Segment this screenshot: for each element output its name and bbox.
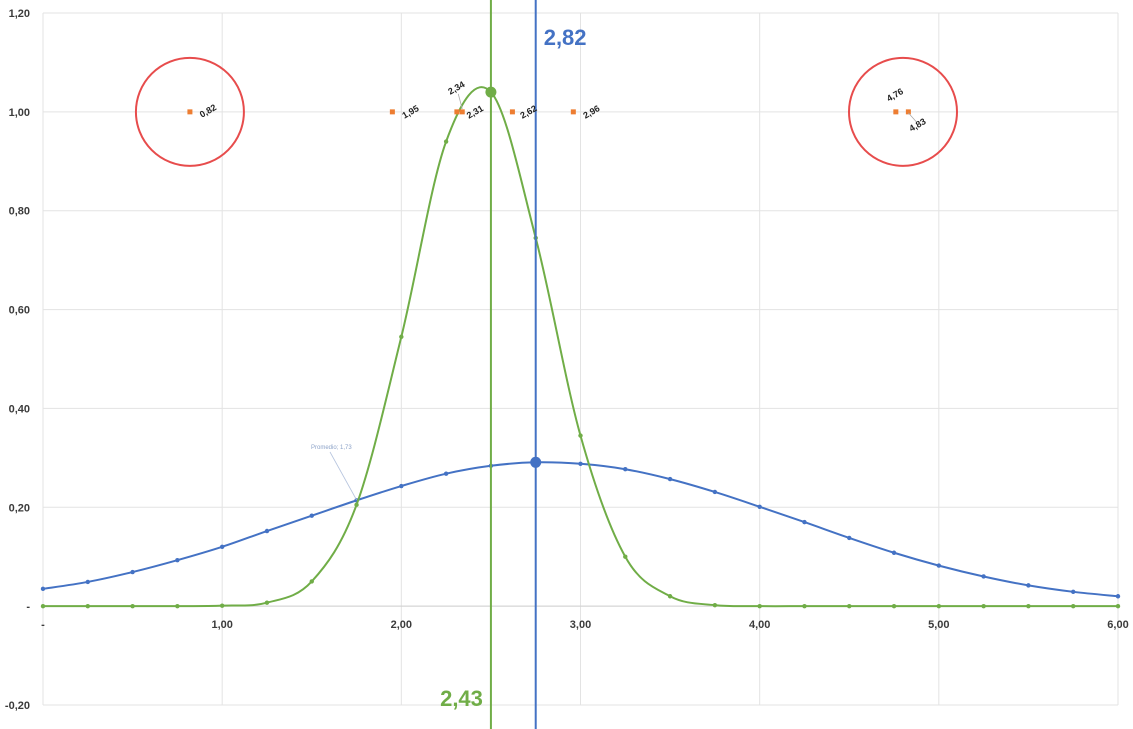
observation-point-3 [459,109,465,115]
series-1-point-18 [847,603,852,609]
x-tick-label-2: 2,00 [391,619,412,631]
y-tick-label-5: 0,80 [9,206,30,218]
observation-leader-line-2-34 [457,93,463,109]
observation-label-0: 0,82 [198,102,218,119]
observation-label-6: 4,76 [885,86,905,103]
y-tick-label-4: 0,60 [9,305,30,317]
series-0-point-8 [399,483,404,489]
x-tick-label-1: 1,00 [211,619,232,631]
series-0-point-23 [1071,589,1076,595]
label-layer: 0,82 1,95 2,312,342,62 2,964,764,83Promedio… [198,25,928,711]
x-tick-label-0: - [41,619,45,631]
series-1-line [43,86,1118,608]
y-tick-label-1: - [26,601,30,613]
y-tick-label-7: 1,20 [9,8,30,20]
circle-layer [134,56,958,167]
series-0-point-21 [981,574,986,579]
series-0-point-17 [802,519,807,525]
vertical-line-layer [489,0,537,729]
series-layer [40,86,1121,609]
series-1-point-6 [309,579,314,584]
series-1-point-22 [1026,603,1031,609]
x-tick-label-4: 4,00 [749,619,770,631]
observation-label-2: 2,31 [465,103,485,120]
average-annotation-leader [329,451,357,501]
series-0-point-5 [264,528,270,534]
series-0-point-3 [175,557,180,563]
observation-point-4 [509,109,515,115]
series-1-point-7 [354,502,359,508]
series-1-point-2 [130,603,135,609]
observation-label-7: 4,83 [907,116,927,133]
x-tick-label-6: 6,00 [1107,619,1128,631]
series-1-point-13 [623,554,628,559]
series-1-point-8 [399,334,404,339]
y-tick-label-2: 0,20 [9,502,30,514]
observation-label-1: 1,95 [400,103,420,120]
observation-leader-line-4-83 [908,112,917,123]
observation-point-0 [187,109,193,115]
series-0-point-0 [40,586,46,592]
green-vertical-label: 2,43 [440,686,483,711]
observation-point-1 [389,109,395,115]
highlight-circle-0 [134,56,245,167]
series-1-point-4 [219,603,225,608]
series-0-point-16 [757,504,762,509]
observation-label-5: 2,96 [581,103,601,120]
observation-point-5 [570,109,576,115]
series-1-point-24 [1115,603,1121,609]
series-0-point-2 [130,569,135,575]
series-1-point-9 [443,139,449,144]
y-tick-label-0: -0,20 [5,700,30,712]
y-tick-label-3: 0,40 [9,403,30,415]
series-1-point-0 [40,603,46,609]
axis-layer: -1,00 2,00 3,00 4,00 5,00 6,00-0,20-0,200,400… [5,8,1129,712]
y-tick-label-6: 1,00 [9,107,30,119]
observation-point-2 [454,109,460,115]
x-tick-label-5: 5,00 [928,619,949,631]
series-1-point-21 [981,603,986,609]
average-annotation: Promedio; 1,73 [311,445,352,451]
observation-point-6 [893,109,899,115]
series-0-point-19 [891,550,897,555]
observation-label-3: 2,34 [446,79,466,96]
grid-layer [42,12,1119,706]
series-0-point-1 [85,579,90,585]
series-1-point-14 [667,594,673,599]
series-0-point-18 [847,535,852,541]
series-0-point-15 [712,489,718,495]
x-tick-label-3: 3,00 [570,619,591,631]
observation-point-7 [905,109,911,115]
series-1-point-12 [578,433,583,438]
series-1-point-19 [891,603,897,609]
highlight-circle-1 [848,56,958,167]
series-0-point-9 [443,471,449,476]
series-0-point-4 [219,544,225,550]
series-1-point-17 [802,603,807,609]
series-0-point-22 [1026,583,1031,588]
series-1-point-20 [936,603,942,609]
series-1-point-15 [712,602,718,608]
series-1-point-16 [757,603,762,609]
series-0-point-20 [936,563,942,568]
series-0-point-12 [578,461,583,466]
series-0-point-24 [1115,594,1121,599]
series-0-point-14 [667,476,673,482]
series-1-point-1 [85,603,90,609]
series-1-point-3 [175,603,180,609]
series-1-point-23 [1071,603,1076,609]
series-0-point-6 [309,513,314,518]
series-0-point-13 [623,467,628,472]
blue-vertical-label: 2,82 [544,25,587,50]
series-1-point-5 [264,600,270,605]
